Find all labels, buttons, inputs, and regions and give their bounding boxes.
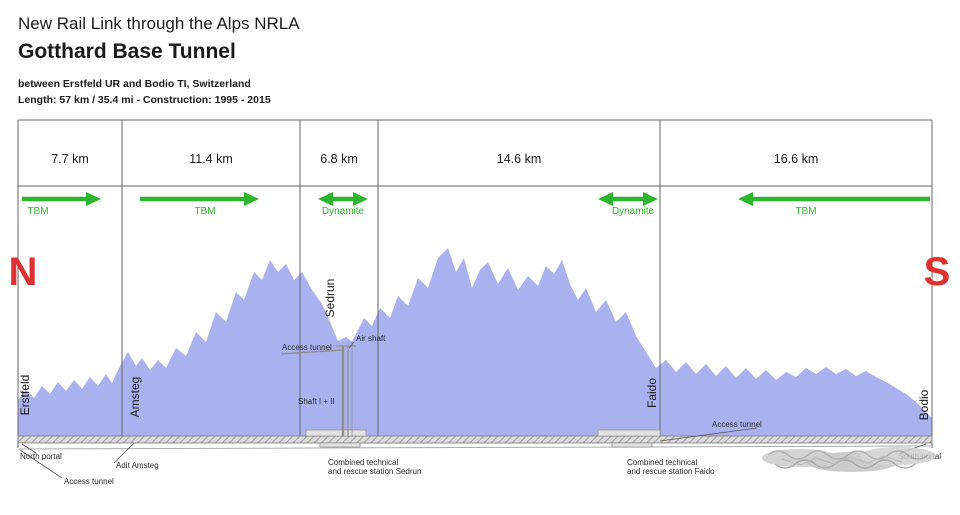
segment-distance-label: 16.6 km (773, 152, 819, 166)
method-label-tbm-west: TBM (27, 206, 49, 217)
shaft-label: Shaft I + II (298, 397, 335, 406)
rescue-station-sedrun-label-line2: and rescue station Sedrun (328, 467, 422, 476)
rescue-station-faido-label-line2: and rescue station Faido (627, 467, 715, 476)
dynamite-arrow-faido-head-right (643, 192, 658, 206)
sedrun-access-tunnel-label: Access tunnel (282, 343, 332, 352)
segment-distance-label: 6.8 km (320, 152, 358, 166)
page-subtitle: Gotthard Base Tunnel (18, 40, 236, 63)
air-shaft-leader (348, 341, 355, 349)
rescue-station-sedrun-label-line1: Combined technical (328, 458, 399, 467)
north-portal-leader (21, 443, 37, 454)
access-tunnel-west-leader (19, 449, 63, 479)
method-label-tbm-east: TBM (795, 206, 817, 217)
rescue-station-faido-label-line1: Combined technical (627, 458, 698, 467)
dynamite-arrow-faido-head-left (598, 192, 613, 206)
compass-north: N (8, 250, 38, 294)
adit-amsteg-label: Adit Amsteg (116, 461, 159, 470)
tbm-arrow-east-head (738, 192, 753, 206)
tbm-arrow-amsteg-head (244, 192, 259, 206)
access-tunnel-west-label: Access tunnel (64, 477, 114, 486)
dynamite-arrow-sedrun-head-right (353, 192, 368, 206)
adit-amsteg-leader (113, 442, 135, 464)
segment-distance-label: 14.6 km (496, 152, 542, 166)
tunnel-track (17, 435, 933, 444)
excavation-arrows (22, 192, 930, 206)
tunnel-track-lower (17, 445, 933, 450)
method-label-dynamite-sedrun: Dynamite (321, 206, 365, 217)
tbm-arrow-west-head (86, 192, 101, 206)
station-box-sedrun-2 (319, 442, 361, 448)
segment-distance-label: 7.7 km (51, 152, 89, 166)
station-box-faido-2 (611, 442, 653, 448)
page-title: New Rail Link through the Alps NRLA (18, 14, 300, 33)
length-construction: Length: 57 km / 35.4 mi - Construction: … (18, 94, 271, 106)
compass-south: S (923, 250, 951, 294)
sedrun-access-tunnel-line (280, 349, 343, 355)
mountain-profile (18, 248, 932, 437)
method-label-tbm-amsteg: TBM (194, 206, 216, 217)
access-tunnel-faido-leader (659, 427, 758, 442)
dynamite-arrow-sedrun-head-left (318, 192, 333, 206)
route-description: between Erstfeld UR and Bodio TI, Switze… (18, 78, 251, 90)
segment-distance-label: 11.4 km (189, 152, 233, 166)
station-box-faido (597, 429, 661, 437)
access-tunnel-faido-label: Access tunnel (712, 420, 762, 429)
station-box-sedrun (305, 429, 367, 437)
method-label-dynamite-faido: Dynamite (611, 206, 655, 217)
air-shaft-label: Air shaft (356, 334, 386, 343)
north-portal-label: North portal (20, 452, 62, 461)
